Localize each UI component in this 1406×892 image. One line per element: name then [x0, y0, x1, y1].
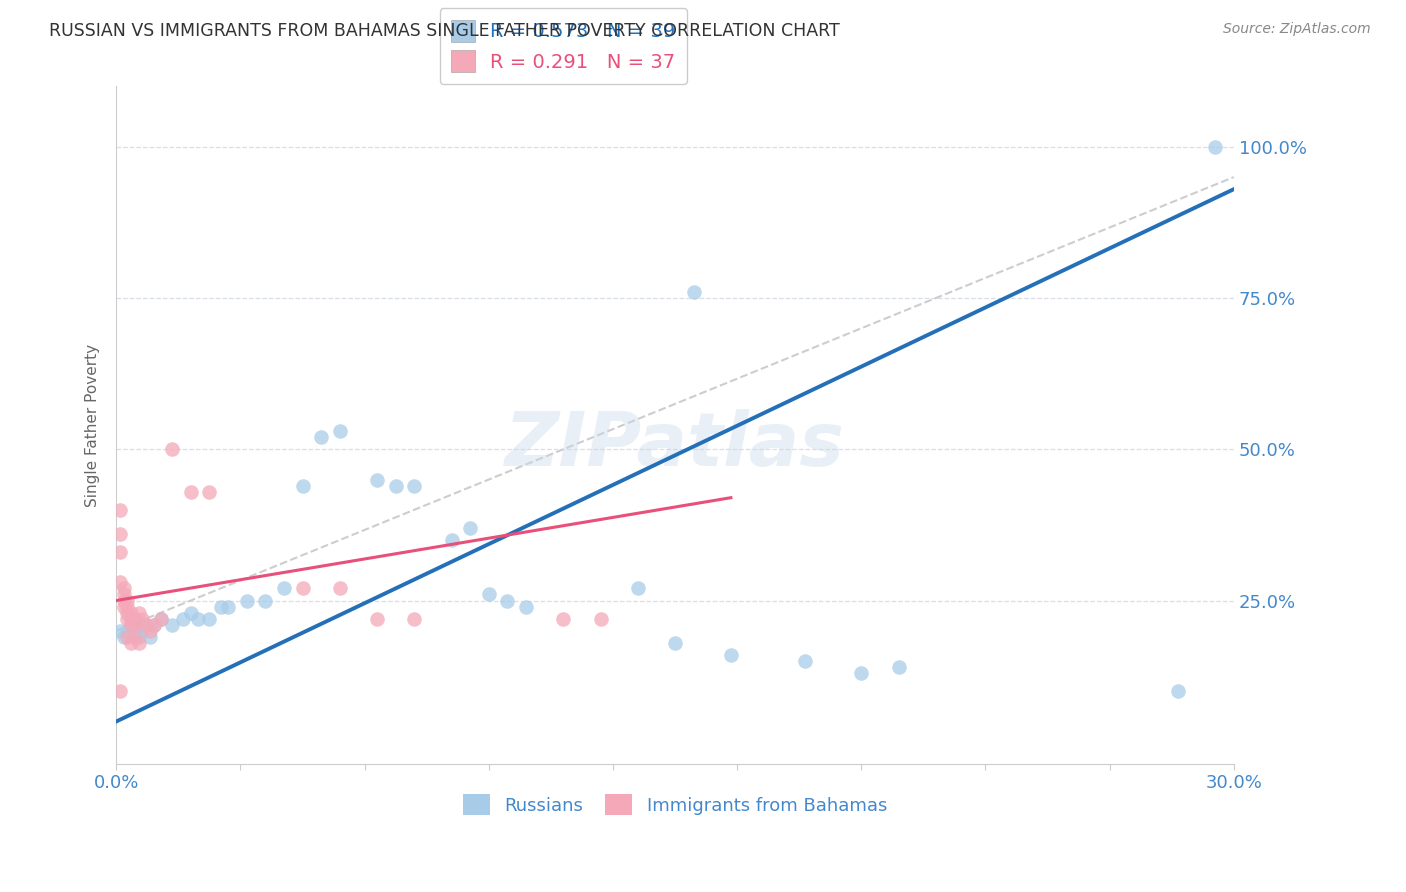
Point	[851, 666, 873, 681]
Point	[160, 617, 183, 632]
Point	[120, 606, 142, 620]
Point	[117, 630, 139, 644]
Point	[124, 624, 146, 638]
Point	[112, 593, 135, 607]
Point	[120, 636, 142, 650]
Point	[112, 587, 135, 601]
Point	[794, 654, 817, 668]
Point	[366, 473, 388, 487]
Point	[515, 599, 537, 614]
Text: ZIPatlas: ZIPatlas	[505, 409, 845, 482]
Point	[254, 593, 277, 607]
Point	[440, 533, 463, 547]
Point	[404, 478, 426, 492]
Point	[478, 587, 501, 601]
Point	[1167, 684, 1189, 698]
Point	[291, 582, 314, 596]
Y-axis label: Single Father Poverty: Single Father Poverty	[86, 343, 100, 507]
Point	[273, 582, 295, 596]
Point	[209, 599, 232, 614]
Point	[172, 612, 194, 626]
Point	[108, 502, 131, 516]
Point	[124, 612, 146, 626]
Point	[720, 648, 742, 662]
Point	[139, 630, 162, 644]
Point	[589, 612, 612, 626]
Point	[120, 617, 142, 632]
Point	[142, 617, 165, 632]
Point	[139, 624, 162, 638]
Point	[117, 599, 139, 614]
Point	[198, 484, 221, 499]
Point	[329, 424, 352, 438]
Point	[366, 612, 388, 626]
Point	[135, 617, 157, 632]
Point	[682, 285, 704, 299]
Point	[149, 612, 172, 626]
Text: Source: ZipAtlas.com: Source: ZipAtlas.com	[1223, 22, 1371, 37]
Point	[187, 612, 209, 626]
Point	[112, 582, 135, 596]
Point	[1204, 140, 1226, 154]
Point	[108, 684, 131, 698]
Point	[235, 593, 257, 607]
Point	[627, 582, 650, 596]
Point	[108, 545, 131, 559]
Point	[120, 612, 142, 626]
Point	[553, 612, 575, 626]
Legend: Russians, Immigrants from Bahamas: Russians, Immigrants from Bahamas	[456, 788, 894, 822]
Point	[404, 612, 426, 626]
Point	[108, 575, 131, 590]
Point	[124, 630, 146, 644]
Text: RUSSIAN VS IMMIGRANTS FROM BAHAMAS SINGLE FATHER POVERTY CORRELATION CHART: RUSSIAN VS IMMIGRANTS FROM BAHAMAS SINGL…	[49, 22, 839, 40]
Point	[120, 617, 142, 632]
Point	[112, 630, 135, 644]
Point	[142, 617, 165, 632]
Point	[384, 478, 406, 492]
Point	[131, 612, 153, 626]
Point	[291, 478, 314, 492]
Point	[458, 521, 481, 535]
Point	[108, 527, 131, 541]
Point	[198, 612, 221, 626]
Point	[128, 606, 150, 620]
Point	[117, 606, 139, 620]
Point	[117, 612, 139, 626]
Point	[112, 599, 135, 614]
Point	[117, 593, 139, 607]
Point	[135, 617, 157, 632]
Point	[180, 484, 202, 499]
Point	[131, 624, 153, 638]
Point	[329, 582, 352, 596]
Point	[108, 624, 131, 638]
Point	[160, 442, 183, 457]
Point	[217, 599, 239, 614]
Point	[496, 593, 519, 607]
Point	[887, 660, 910, 674]
Point	[124, 617, 146, 632]
Point	[309, 430, 332, 444]
Point	[664, 636, 686, 650]
Point	[117, 624, 139, 638]
Point	[128, 630, 150, 644]
Point	[149, 612, 172, 626]
Point	[180, 606, 202, 620]
Point	[128, 636, 150, 650]
